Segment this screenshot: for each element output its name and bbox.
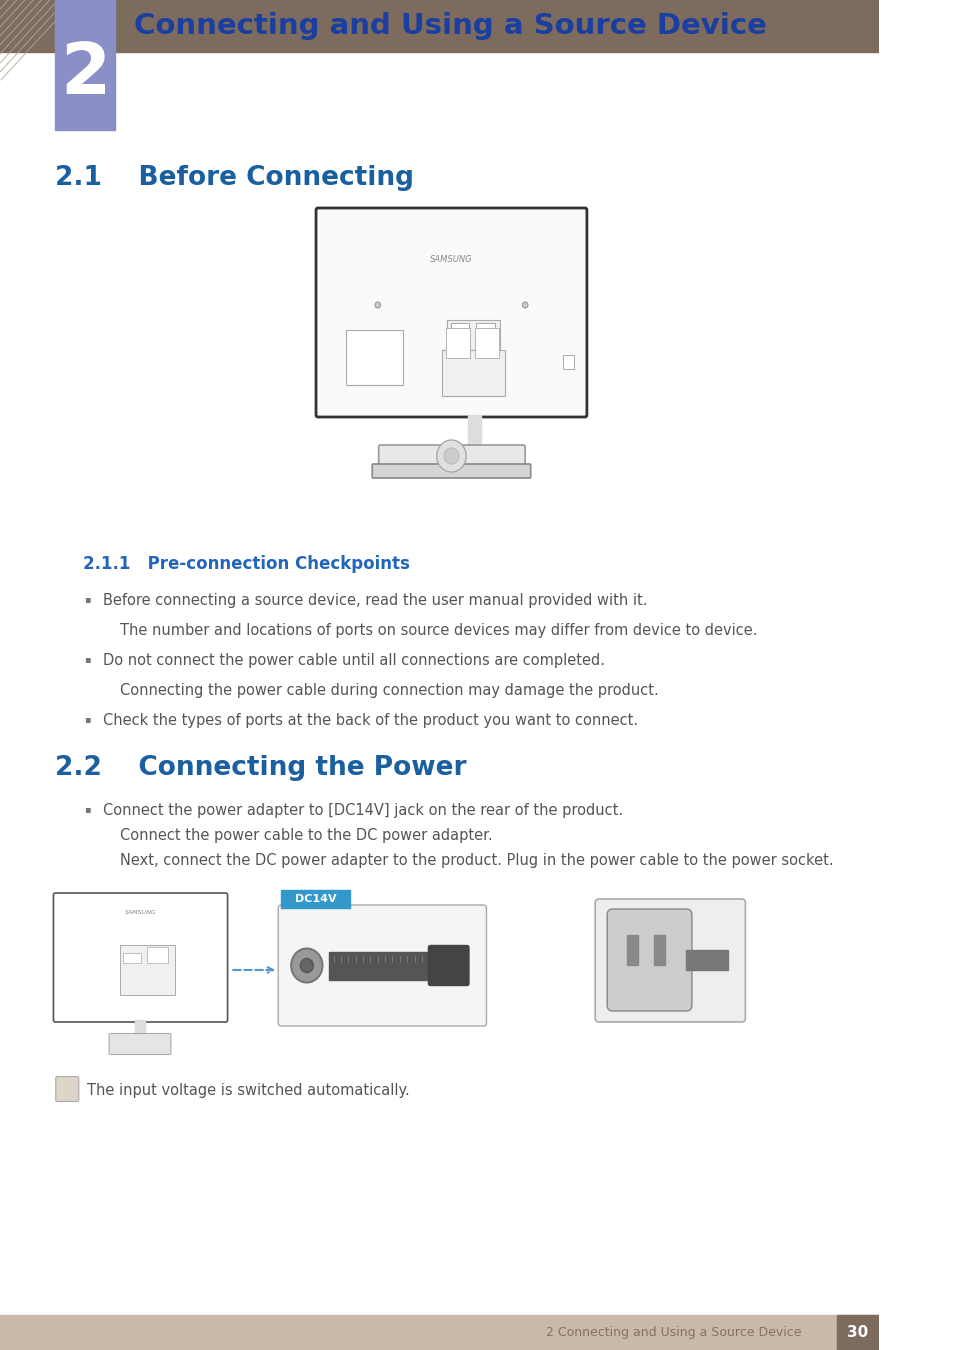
FancyBboxPatch shape (595, 899, 744, 1022)
Text: Check the types of ports at the back of the product you want to connect.: Check the types of ports at the back of … (103, 713, 638, 728)
Text: Connecting the power cable during connection may damage the product.: Connecting the power cable during connec… (120, 683, 658, 698)
Bar (0, 1315, 878, 1350)
Text: 2.1    Before Connecting: 2.1 Before Connecting (55, 165, 414, 190)
Bar (626, 936, 637, 965)
Text: DC14V: DC14V (294, 894, 336, 904)
Text: 2.1.1   Pre-connection Checkpoints: 2.1.1 Pre-connection Checkpoints (83, 555, 410, 572)
Bar (475, 328, 498, 358)
Bar (446, 320, 499, 350)
Bar (345, 329, 402, 385)
Bar (445, 328, 470, 358)
FancyBboxPatch shape (278, 904, 486, 1026)
Text: Connect the power cable to the DC power adapter.: Connect the power cable to the DC power … (120, 828, 492, 842)
Bar (120, 945, 174, 995)
Bar (654, 936, 664, 965)
Bar (442, 350, 504, 396)
Circle shape (291, 949, 322, 983)
Text: Connecting and Using a Source Device: Connecting and Using a Source Device (133, 12, 765, 40)
Bar (836, 1315, 878, 1350)
FancyBboxPatch shape (378, 446, 524, 467)
Text: ▪: ▪ (84, 653, 91, 664)
FancyBboxPatch shape (372, 464, 530, 478)
Text: ▪: ▪ (84, 714, 91, 724)
Bar (122, 953, 141, 963)
Bar (148, 946, 168, 963)
Text: Connect the power adapter to [DC14V] jack on the rear of the product.: Connect the power adapter to [DC14V] jac… (103, 803, 622, 818)
FancyBboxPatch shape (109, 1034, 171, 1054)
Text: The number and locations of ports on source devices may differ from device to de: The number and locations of ports on sou… (120, 622, 757, 639)
Text: 30: 30 (846, 1324, 867, 1341)
Bar (562, 355, 574, 369)
Bar (0, 0, 878, 53)
Text: Next, connect the DC power adapter to the product. Plug in the power cable to th: Next, connect the DC power adapter to th… (120, 853, 833, 868)
Circle shape (375, 302, 380, 308)
Text: 2 Connecting and Using a Source Device: 2 Connecting and Using a Source Device (545, 1326, 801, 1339)
Bar (281, 890, 350, 909)
Text: ▪: ▪ (84, 805, 91, 814)
Bar (450, 323, 469, 329)
Text: The input voltage is switched automatically.: The input voltage is switched automatica… (87, 1083, 409, 1098)
Circle shape (300, 958, 313, 972)
Circle shape (522, 302, 527, 308)
Bar (686, 950, 727, 971)
Bar (468, 414, 480, 447)
Text: Do not connect the power cable until all connections are completed.: Do not connect the power cable until all… (103, 653, 604, 668)
Bar (135, 1021, 145, 1035)
Circle shape (436, 440, 466, 472)
Bar (55, 0, 115, 130)
Text: SAMSUNG: SAMSUNG (430, 255, 473, 265)
FancyBboxPatch shape (606, 909, 691, 1011)
Bar (476, 323, 495, 329)
Circle shape (444, 448, 458, 464)
FancyBboxPatch shape (428, 945, 469, 985)
Text: SAMSUNG: SAMSUNG (125, 910, 156, 915)
Bar (329, 952, 430, 980)
FancyBboxPatch shape (53, 892, 228, 1022)
Text: 2: 2 (60, 40, 111, 109)
Text: Before connecting a source device, read the user manual provided with it.: Before connecting a source device, read … (103, 593, 647, 608)
Circle shape (491, 331, 497, 339)
FancyBboxPatch shape (55, 1076, 79, 1102)
Text: 2.2    Connecting the Power: 2.2 Connecting the Power (55, 755, 466, 782)
Text: ▪: ▪ (84, 594, 91, 603)
FancyBboxPatch shape (315, 208, 586, 417)
